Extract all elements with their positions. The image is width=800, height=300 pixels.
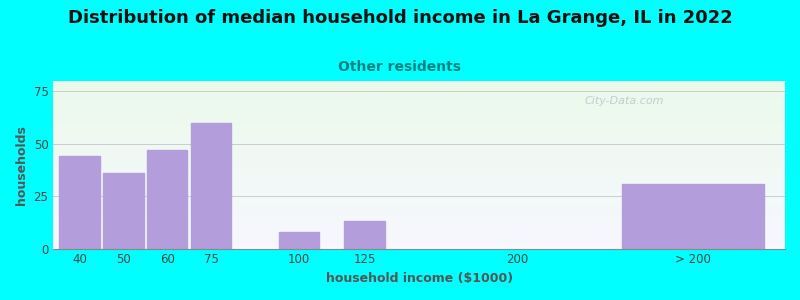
Bar (59, 156, 100, 249)
Bar (622, 184, 763, 249)
Bar (191, 123, 231, 249)
Bar (103, 173, 143, 249)
X-axis label: household income ($1000): household income ($1000) (326, 272, 513, 285)
Text: City-Data.com: City-Data.com (584, 96, 664, 106)
Text: Other residents: Other residents (338, 60, 462, 74)
Text: Distribution of median household income in La Grange, IL in 2022: Distribution of median household income … (68, 9, 732, 27)
Bar (147, 150, 187, 249)
Bar (344, 221, 385, 249)
Y-axis label: households: households (15, 125, 28, 205)
Bar (278, 232, 319, 249)
